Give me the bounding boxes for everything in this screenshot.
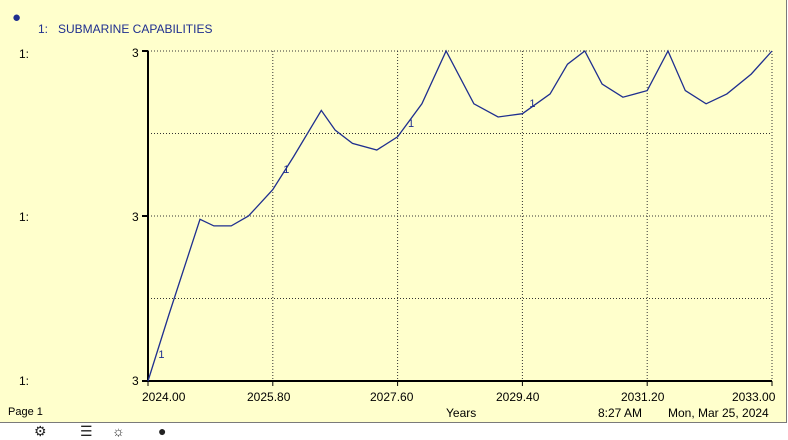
- x-tick-label-2025-80: 2025.80: [247, 390, 291, 404]
- timestamp-date: Mon, Mar 25, 2024: [668, 406, 769, 420]
- y-tick-label-bottom: 3: [132, 374, 139, 388]
- x-tick-label-2029-40: 2029.40: [496, 390, 540, 404]
- y-tick-label-mid: 3: [132, 210, 139, 224]
- series-1-marker-label: 1: [158, 349, 164, 361]
- graph-panel: 1 1 1 1 ● 1: SUBMARINE CAPABILITIES 1: 1: 1…: [0, 0, 787, 423]
- x-tick-label-2031-20: 2031.20: [621, 390, 665, 404]
- x-tick-label-2033-00: 2033.00: [732, 390, 776, 404]
- series-1-marker-label: 1: [529, 98, 535, 110]
- y-tick-label-top: 3: [132, 46, 139, 60]
- series-1-marker-label: 1: [283, 164, 289, 176]
- sun-icon[interactable]: ☼: [112, 423, 125, 439]
- timestamp-time: 8:27 AM: [598, 406, 643, 420]
- line-chart: 1 1 1 1: [142, 49, 773, 386]
- series-1-line: [147, 49, 773, 382]
- y-axis-series-tag-mid: 1:: [19, 210, 30, 224]
- pin-icon[interactable]: ●: [12, 9, 22, 26]
- x-axis-title: Years: [446, 406, 477, 420]
- y-axis-series-tag-top: 1:: [19, 47, 30, 61]
- chart-title: SUBMARINE CAPABILITIES: [58, 22, 213, 36]
- lock-icon[interactable]: ⚙: [34, 423, 47, 439]
- y-axis-series-tag-bottom: 1:: [19, 374, 30, 388]
- x-tick-label-2027-60: 2027.60: [370, 390, 414, 404]
- series-marker: 1:: [38, 22, 49, 36]
- series-1-marker-label: 1: [408, 118, 414, 130]
- circle-icon[interactable]: ●: [158, 423, 167, 439]
- menu-icon[interactable]: ☰: [80, 423, 93, 439]
- x-tick-label-2024-00: 2024.00: [142, 390, 186, 404]
- toolbar-strip: ⚙ ☰ ☼ ●: [0, 423, 788, 439]
- page-label: Page 1: [8, 406, 43, 418]
